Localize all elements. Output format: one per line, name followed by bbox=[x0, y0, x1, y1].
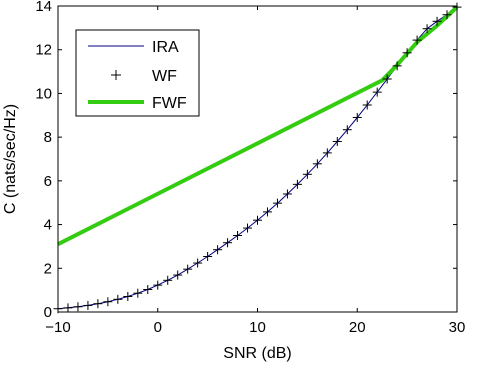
legend-wf-label: WF bbox=[152, 68, 177, 85]
series-wf-marker bbox=[183, 264, 193, 274]
series-wf-marker bbox=[442, 10, 452, 20]
series-wf-marker bbox=[312, 159, 322, 169]
series-wf-marker bbox=[292, 179, 302, 189]
x-tick-label: 30 bbox=[449, 319, 466, 336]
series-wf-marker bbox=[272, 198, 282, 208]
series-wf-marker bbox=[412, 35, 422, 45]
series-wf-marker bbox=[153, 280, 163, 290]
series-wf-marker bbox=[73, 302, 83, 312]
series-wf-marker bbox=[382, 74, 392, 84]
x-tick-label: 10 bbox=[249, 319, 266, 336]
series-wf-marker bbox=[213, 245, 223, 255]
y-tick-label: 0 bbox=[44, 304, 52, 321]
series-wf-marker bbox=[63, 303, 73, 313]
y-tick-label: 8 bbox=[44, 129, 52, 146]
series-layer bbox=[53, 2, 462, 314]
series-wf-marker bbox=[322, 148, 332, 158]
x-tick-label: −10 bbox=[45, 319, 70, 336]
series-wf-marker bbox=[83, 300, 93, 310]
series-wf-marker bbox=[362, 100, 372, 110]
series-wf-marker bbox=[432, 16, 442, 26]
y-axis-label: C (nats/sec/Hz) bbox=[2, 104, 19, 214]
y-tick-label: 10 bbox=[35, 85, 52, 102]
series-wf-marker bbox=[93, 299, 103, 309]
legend: IRA WF FWF bbox=[75, 29, 200, 117]
series-wf-marker bbox=[372, 87, 382, 97]
y-tick-label: 2 bbox=[44, 260, 52, 277]
legend-ira-label: IRA bbox=[152, 39, 179, 56]
y-tick-label: 6 bbox=[44, 173, 52, 190]
y-tick-label: 12 bbox=[35, 42, 52, 59]
series-wf-marker bbox=[392, 61, 402, 71]
y-tick-label: 14 bbox=[35, 0, 52, 15]
series-wf-marker bbox=[173, 270, 183, 280]
legend-fwf-label: FWF bbox=[152, 95, 187, 112]
series-wf-marker bbox=[233, 231, 243, 240]
series-wf-marker bbox=[143, 284, 153, 294]
series-wf-marker bbox=[123, 291, 133, 301]
series-wf-marker bbox=[133, 288, 143, 298]
series-wf-marker bbox=[402, 48, 412, 58]
series-wf-marker bbox=[282, 189, 292, 199]
series-wf-marker bbox=[243, 223, 253, 233]
series-wf-marker bbox=[193, 258, 203, 268]
x-tick-label: 20 bbox=[349, 319, 366, 336]
series-wf-marker bbox=[113, 294, 123, 304]
x-axis-label: SNR (dB) bbox=[223, 345, 291, 362]
x-tick-label: 0 bbox=[154, 319, 162, 336]
y-tick-label: 4 bbox=[44, 217, 52, 234]
series-wf-marker bbox=[223, 238, 233, 248]
series-wf-marker bbox=[342, 125, 352, 135]
series-wf-marker bbox=[103, 297, 113, 307]
series-wf-marker bbox=[253, 215, 262, 225]
series-wf-marker bbox=[262, 207, 272, 217]
series-wf-marker bbox=[302, 169, 312, 179]
legend-wf-swatch bbox=[111, 70, 121, 80]
series-wf-marker bbox=[332, 137, 342, 147]
series-wf-marker bbox=[352, 112, 362, 122]
series-wf-marker bbox=[422, 24, 432, 34]
series-wf-marker bbox=[163, 275, 173, 285]
series-wf-marker bbox=[203, 251, 213, 261]
